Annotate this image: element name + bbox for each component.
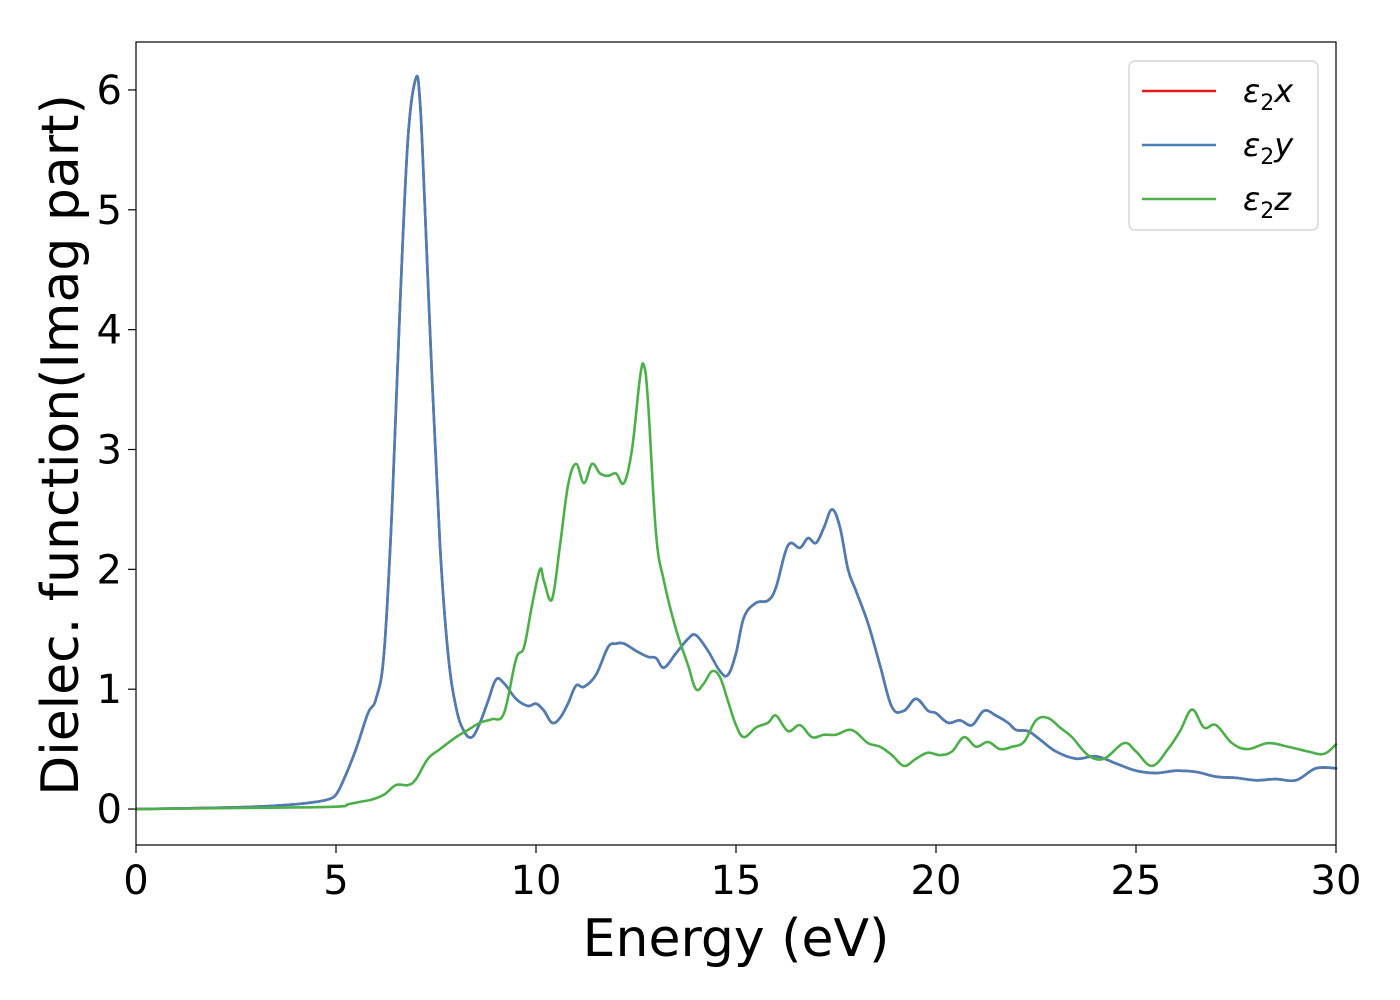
- series-layer: [134, 74, 1338, 811]
- y-tick-label: 5: [97, 188, 122, 234]
- x-tick-label: 15: [711, 858, 762, 904]
- y-axis-ticks: 0 1 2 3 4 5 6: [97, 68, 136, 833]
- x-tick-label: 25: [1111, 858, 1162, 904]
- legend-box: [1128, 60, 1319, 231]
- y-axis-title: Dielec. function(Imag part): [31, 94, 91, 796]
- y-tick-label: 0: [97, 787, 122, 833]
- y-tick-label: 2: [97, 547, 122, 593]
- plot-frame: [135, 41, 1337, 846]
- y-tick-label: 4: [97, 308, 122, 354]
- x-tick-label: 5: [323, 858, 348, 904]
- x-tick-label: 0: [123, 858, 148, 904]
- legend-label-z: ε2z: [1243, 180, 1292, 224]
- series-line-y: [134, 74, 1338, 811]
- x-axis-ticks: 0 5 10 15 20 25 30: [123, 845, 1361, 904]
- x-tick-label: 30: [1311, 858, 1362, 904]
- series-line-z: [134, 362, 1338, 811]
- legend-label-x: ε2x: [1243, 72, 1294, 116]
- y-tick-label: 6: [97, 68, 122, 114]
- legend: ε2x ε2y ε2z: [1128, 60, 1319, 231]
- y-tick-label: 1: [97, 667, 122, 713]
- legend-label-y: ε2y: [1243, 126, 1294, 170]
- y-tick-label: 3: [97, 427, 122, 473]
- x-tick-label: 10: [511, 858, 562, 904]
- x-tick-label: 20: [911, 858, 962, 904]
- x-axis-title: Energy (eV): [583, 909, 890, 969]
